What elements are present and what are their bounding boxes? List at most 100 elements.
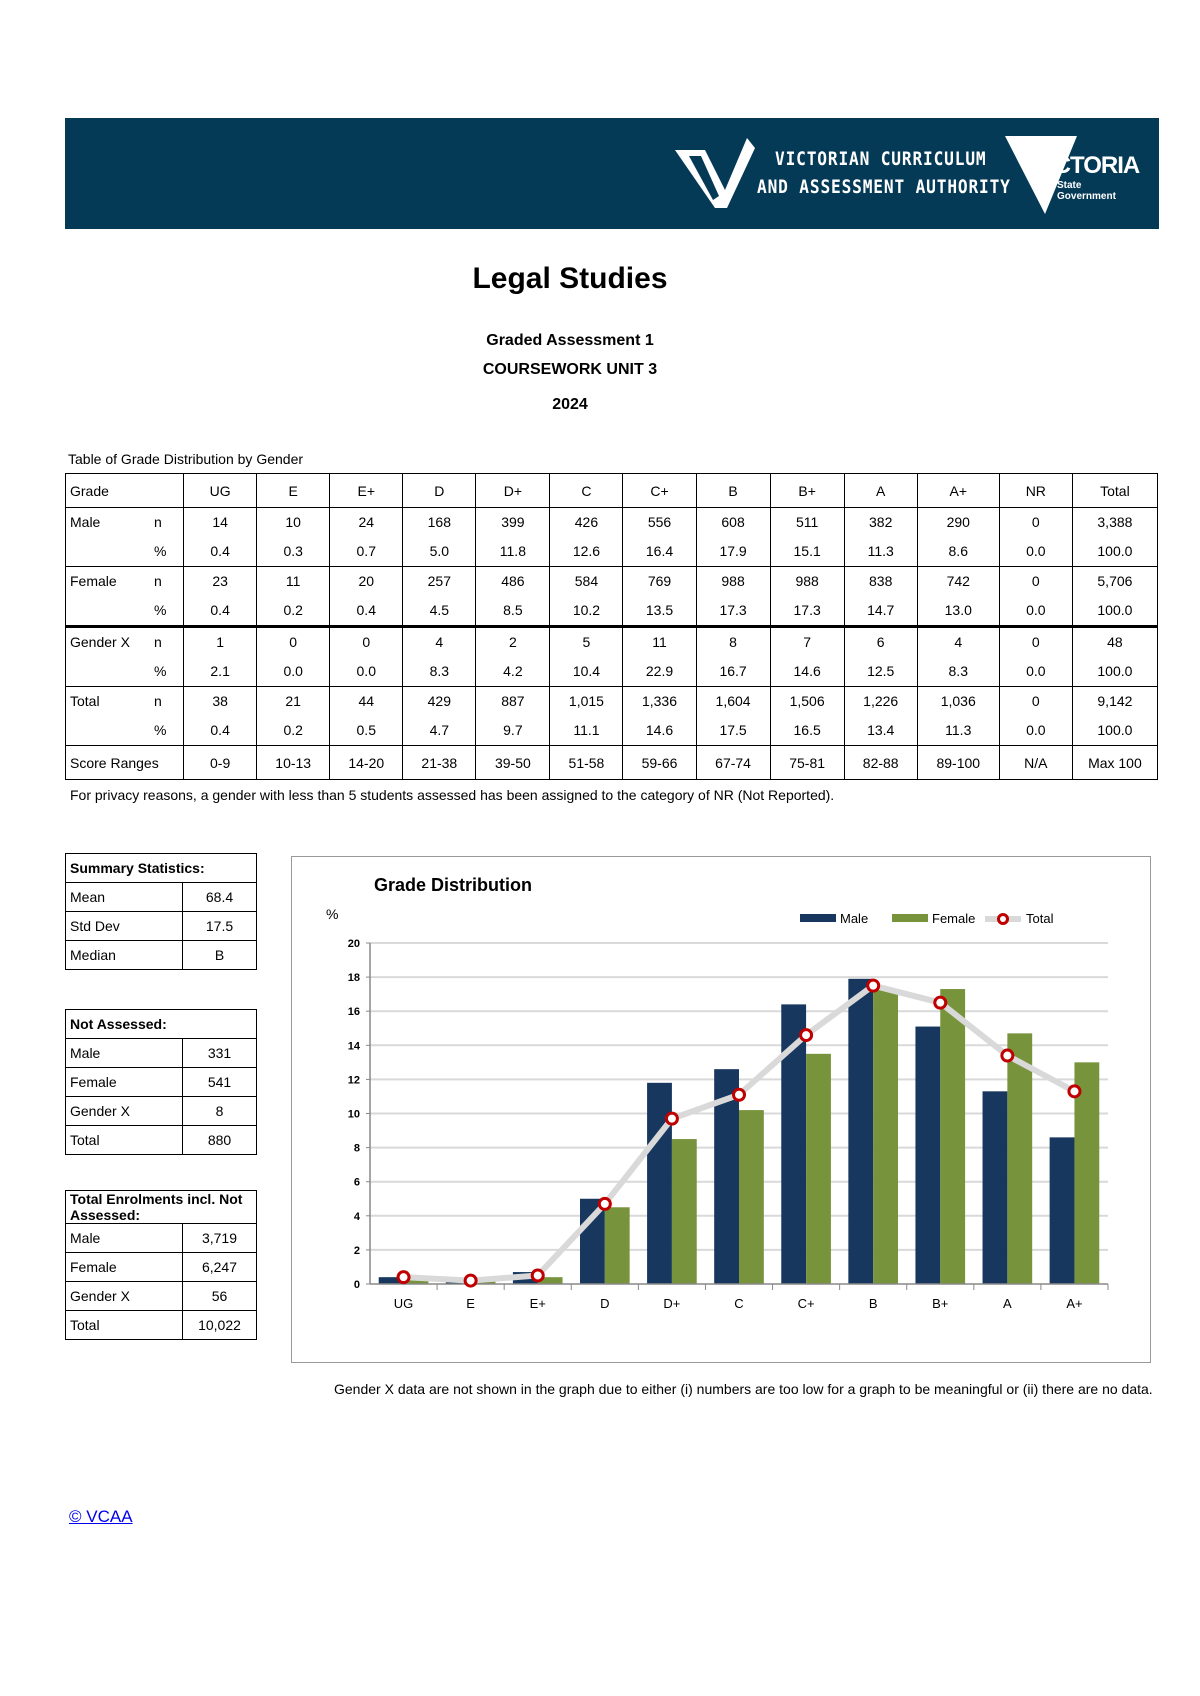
pct-value: 0.0	[1026, 663, 1046, 679]
y-tick-label: 16	[348, 1006, 360, 1018]
table-cell: 1,226 13.4	[843, 686, 918, 746]
score-range-cell: 75-81	[769, 745, 845, 780]
table-cell: 988 17.3	[769, 566, 845, 627]
n-value: 290	[946, 514, 970, 530]
n-value: 1,604	[715, 693, 751, 709]
bar-female-C	[739, 1110, 764, 1284]
n-label: n	[154, 514, 162, 530]
stats-heading: Total Enrolments incl. Not Assessed:	[65, 1190, 257, 1224]
n-value: 511	[795, 514, 819, 530]
stats-value: 10,022	[182, 1310, 257, 1340]
pct-value: 0.0	[356, 663, 376, 679]
victoria-wordmark: VICTORIA	[1033, 152, 1140, 179]
n-value: 0	[1031, 693, 1040, 709]
table-cell: 426 12.6	[549, 507, 624, 567]
stats-heading-row: Summary Statistics:	[65, 853, 257, 883]
pct-value: 0.0	[1026, 543, 1046, 559]
n-value: 1,036	[940, 693, 976, 709]
pct-value: 0.0	[1026, 602, 1046, 618]
bar-female-D	[604, 1207, 630, 1284]
column-header-C+: C+	[622, 473, 697, 508]
pct-value: 4.2	[503, 663, 523, 679]
table-cell: 9,142 100.0	[1071, 686, 1159, 746]
stats-label: Total	[65, 1125, 183, 1155]
stats-label: Male	[65, 1038, 183, 1068]
column-header-E+: E+	[329, 473, 404, 508]
pct-value: 11.3	[945, 722, 972, 738]
pct-value: 17.5	[719, 722, 747, 738]
table-cell: 0 0.0	[256, 625, 331, 687]
n-value: 7	[803, 634, 812, 650]
score-range-cell: 10-13	[256, 745, 331, 780]
x-tick-label: D	[600, 1296, 609, 1311]
pct-value: 17.9	[719, 543, 747, 559]
bar-female-B+	[940, 989, 966, 1284]
n-value: 1,226	[863, 693, 899, 709]
n-value: 988	[721, 573, 745, 589]
bar-female-A	[1007, 1033, 1033, 1284]
stats-row: Gender X 56	[65, 1281, 257, 1311]
stats-label: Gender X	[65, 1281, 183, 1311]
stats-value: 6,247	[182, 1252, 257, 1282]
pct-value: 16.5	[793, 722, 821, 738]
pct-value: 12.6	[572, 543, 601, 559]
x-tick-label: E	[466, 1296, 475, 1311]
pct-value: 100.0	[1097, 543, 1133, 559]
n-value: 838	[869, 573, 893, 589]
pct-value: 0.0	[283, 663, 303, 679]
unit-name: COURSEWORK UNIT 3	[482, 361, 658, 378]
table-cell: 769 13.5	[622, 566, 697, 627]
bar-female-C+	[806, 1053, 831, 1284]
column-header-A: A	[843, 473, 918, 508]
pct-value: 8.6	[948, 543, 968, 559]
pct-value: 100.0	[1097, 722, 1133, 738]
pct-value: 2.1	[210, 663, 230, 679]
x-tick-label: A+	[1066, 1296, 1082, 1311]
row-label: n% Male	[64, 507, 185, 567]
stats-value: 3,719	[182, 1223, 257, 1253]
stats-row: Male 331	[65, 1038, 257, 1068]
stats-row: Total 10,022	[65, 1310, 257, 1340]
score-range-cell: 82-88	[843, 745, 918, 780]
stats-heading: Summary Statistics:	[65, 853, 257, 883]
legend-female-label: Female	[932, 911, 975, 926]
pct-value: 11.8	[499, 543, 526, 559]
score-range-cell: N/A	[998, 745, 1073, 780]
stats-value: 17.5	[182, 911, 257, 941]
n-value: 5	[582, 634, 591, 650]
stats-row: Total 880	[65, 1125, 257, 1155]
table-cell: 511 15.1	[769, 507, 845, 567]
stats-label: Median	[65, 940, 183, 970]
table-cell: 4 8.3	[402, 625, 477, 687]
stats-row: Mean 68.4	[65, 882, 257, 912]
y-tick-label: 2	[354, 1245, 360, 1257]
pct-value: 13.0	[944, 602, 972, 618]
pct-value: 0.5	[356, 722, 376, 738]
n-value: 8	[729, 634, 737, 650]
n-value: 38	[212, 693, 228, 709]
table-cell: 5 10.4	[549, 625, 624, 687]
stats-row: Std Dev 17.5	[65, 911, 257, 941]
n-value: 10	[285, 514, 301, 530]
pct-value: 0.4	[210, 722, 230, 738]
n-value: 426	[574, 514, 599, 530]
pct-value: 100.0	[1097, 663, 1133, 679]
stats-label: Male	[65, 1223, 183, 1253]
table-cell: 7 14.6	[769, 625, 845, 687]
x-tick-label: UG	[394, 1296, 414, 1311]
n-value: 0	[289, 634, 298, 650]
bar-male-B+	[915, 1026, 941, 1284]
pct-value: 11.3	[867, 543, 894, 559]
pct-value: 16.4	[645, 543, 674, 559]
table-caption: Table of Grade Distribution by Gender	[68, 451, 304, 467]
legend-female-swatch	[892, 914, 928, 922]
stats-label: Std Dev	[65, 911, 183, 941]
column-header-UG: UG	[183, 473, 258, 508]
column-header-A+: A+	[916, 473, 1000, 508]
total-marker-D+	[664, 1111, 679, 1126]
pct-value: 0.2	[283, 602, 303, 618]
total-marker-A+	[1067, 1084, 1082, 1099]
copyright-link[interactable]: © VCAA	[69, 1507, 133, 1526]
